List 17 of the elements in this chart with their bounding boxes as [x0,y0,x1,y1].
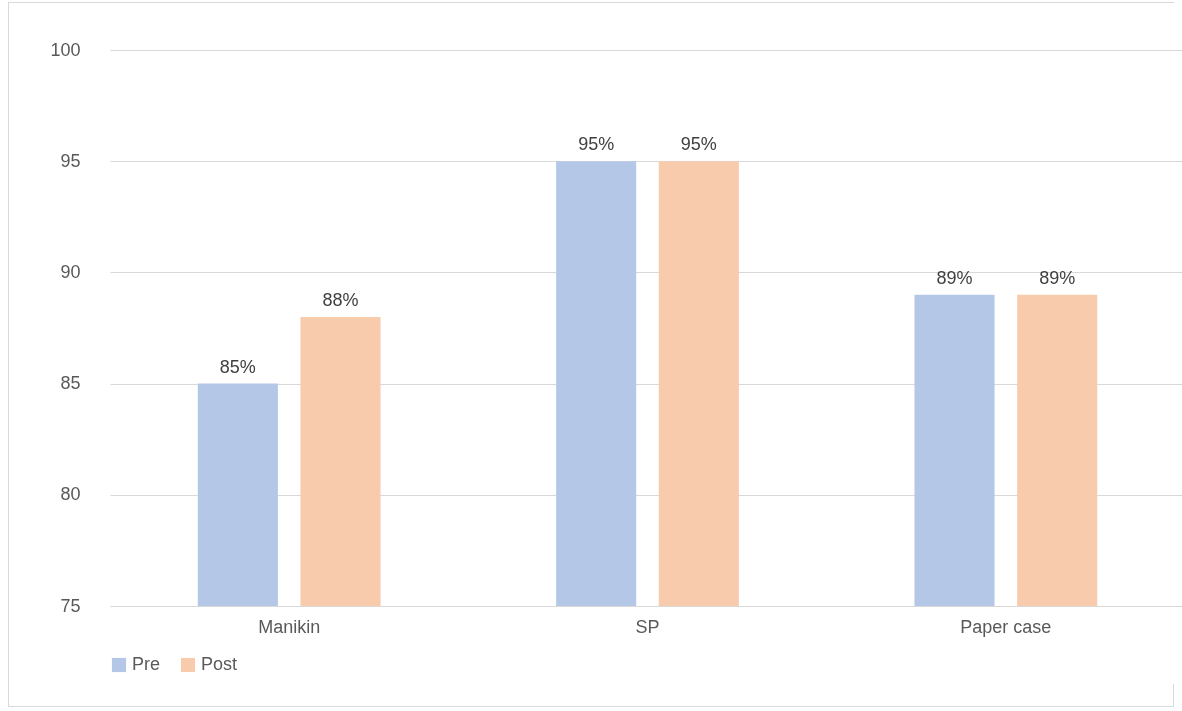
data-label: 85% [219,356,256,377]
y-tick-label: 100 [50,39,81,60]
x-tick-label: Manikin [258,616,321,637]
data-label: 89% [1039,267,1076,288]
x-tick-label: SP [635,616,660,637]
y-tick-label: 75 [60,595,81,616]
data-label: 95% [680,134,717,155]
y-tick-label: 80 [60,484,81,505]
y-tick-label: 95 [60,150,81,171]
legend-label: Post [201,654,238,674]
x-tick-label: Paper case [960,616,1052,637]
y-tick-label: 90 [60,261,81,282]
y-tick-label: 85 [60,373,81,394]
data-label: 95% [578,134,615,155]
data-label: 89% [936,267,973,288]
legend-label: Pre [132,654,161,674]
data-label: 88% [322,289,359,310]
